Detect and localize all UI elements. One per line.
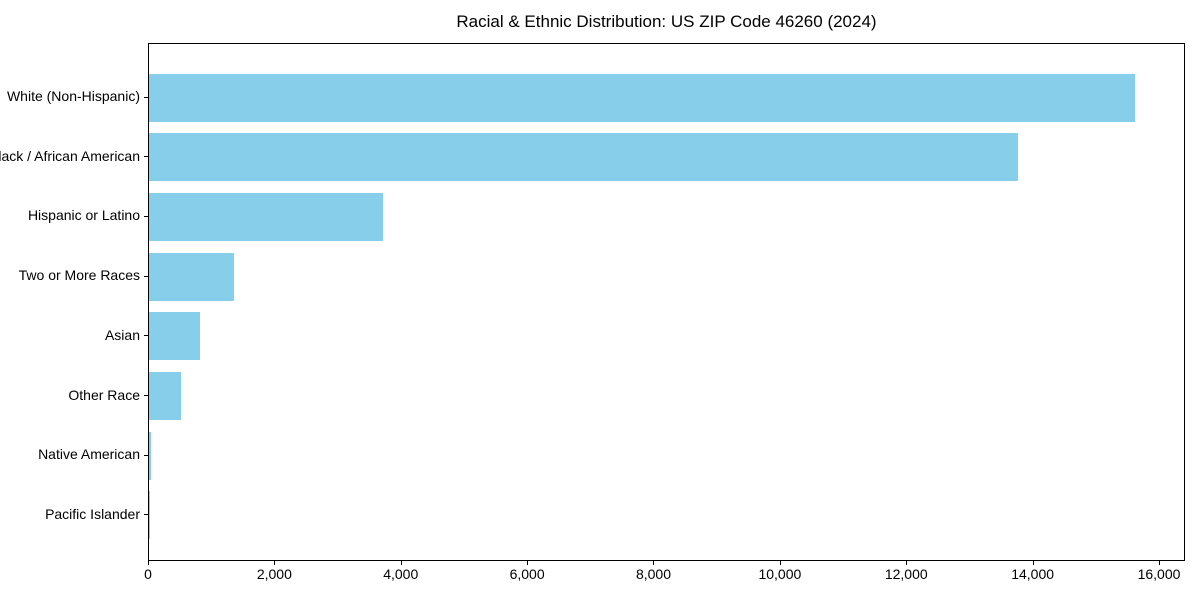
y-tick-mark — [144, 514, 148, 516]
x-tick-label: 2,000 — [256, 566, 292, 582]
x-tick-mark — [653, 561, 655, 565]
y-tick-mark — [144, 215, 148, 217]
x-tick-label: 14,000 — [1011, 566, 1055, 582]
y-tick-label: Two or More Races — [18, 267, 140, 284]
y-tick-mark — [144, 454, 148, 456]
y-tick-label: Black / African American — [0, 147, 140, 164]
bar — [149, 133, 1018, 182]
bar — [149, 491, 150, 540]
chart-title: Racial & Ethnic Distribution: US ZIP Cod… — [456, 12, 877, 31]
y-tick-label: White (Non-Hispanic) — [6, 88, 140, 104]
bar — [149, 73, 1135, 122]
x-tick-mark — [148, 561, 149, 565]
x-tick-label: 0 — [144, 566, 152, 582]
y-tick-label: Asian — [104, 326, 140, 343]
x-tick-mark — [274, 561, 276, 565]
bar — [149, 252, 234, 301]
y-tick-label: Hispanic or Latino — [27, 207, 140, 224]
bar — [149, 192, 383, 241]
x-tick-mark — [906, 561, 908, 565]
x-tick-label: 6,000 — [509, 566, 545, 582]
y-tick-mark — [144, 96, 148, 98]
x-tick-mark — [1032, 561, 1034, 565]
bar — [149, 372, 181, 420]
x-tick-mark — [1158, 561, 1160, 565]
x-tick-label: 8,000 — [635, 566, 672, 582]
x-tick-label: 12,000 — [884, 566, 928, 582]
x-tick-label: 4,000 — [383, 566, 419, 582]
bar — [149, 312, 200, 361]
x-tick-label: 10,000 — [758, 566, 802, 582]
y-tick-mark — [144, 335, 148, 337]
plot-area — [148, 43, 1185, 561]
y-tick-label: Pacific Islander — [45, 505, 140, 522]
y-tick-label: Native American — [38, 446, 140, 463]
x-tick-mark — [527, 561, 529, 565]
y-tick-mark — [144, 275, 148, 277]
y-tick-mark — [144, 156, 148, 158]
x-tick-label: 16,000 — [1137, 566, 1181, 582]
x-tick-mark — [779, 561, 781, 565]
bar — [149, 431, 151, 480]
x-tick-mark — [400, 561, 402, 565]
y-tick-label: Other Race — [68, 386, 140, 403]
y-tick-mark — [144, 395, 148, 396]
